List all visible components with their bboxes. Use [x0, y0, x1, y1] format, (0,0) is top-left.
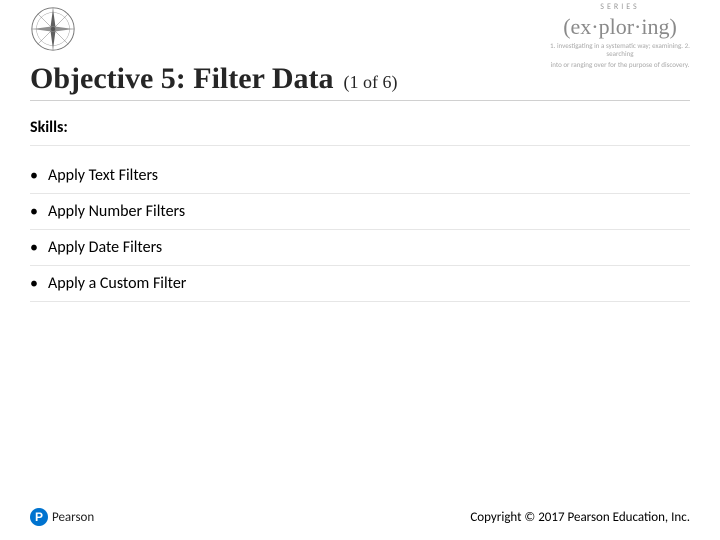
copyright: Copyright © 2017 Pearson Education, Inc. — [470, 510, 690, 525]
title-counter: (1 of 6) — [344, 72, 398, 92]
footer: P Pearson Copyright © 2017 Pearson Educa… — [30, 508, 690, 526]
series-subtext-2: into or ranging over for the purpose of … — [540, 61, 700, 69]
skills-list: Apply Text Filters Apply Number Filters … — [30, 158, 690, 302]
title-main: Objective 5: Filter Data — [30, 62, 334, 95]
compass-icon — [30, 6, 76, 52]
slide: SERIES (ex·plor·ing) 1. investigating in… — [0, 0, 720, 540]
title-rule — [30, 100, 690, 101]
list-item: Apply Date Filters — [30, 230, 690, 266]
series-subtext-1: 1. investigating in a systematic way; ex… — [540, 42, 700, 59]
header: SERIES (ex·plor·ing) 1. investigating in… — [0, 0, 720, 58]
objective-title: Objective 5: Filter Data (1 of 6) — [30, 62, 398, 96]
heading-rule — [30, 145, 690, 146]
list-item: Apply Text Filters — [30, 158, 690, 194]
pearson-text: Pearson — [52, 510, 94, 525]
list-item: Apply a Custom Filter — [30, 266, 690, 302]
series-logo: SERIES (ex·plor·ing) 1. investigating in… — [540, 2, 700, 69]
list-item: Apply Number Filters — [30, 194, 690, 230]
exploring-wordmark: (ex·plor·ing) — [540, 14, 700, 40]
series-tag: SERIES — [540, 2, 700, 12]
pearson-logo: P Pearson — [30, 508, 94, 526]
pearson-p-icon: P — [30, 508, 48, 526]
skills-heading: Skills: — [30, 118, 68, 137]
